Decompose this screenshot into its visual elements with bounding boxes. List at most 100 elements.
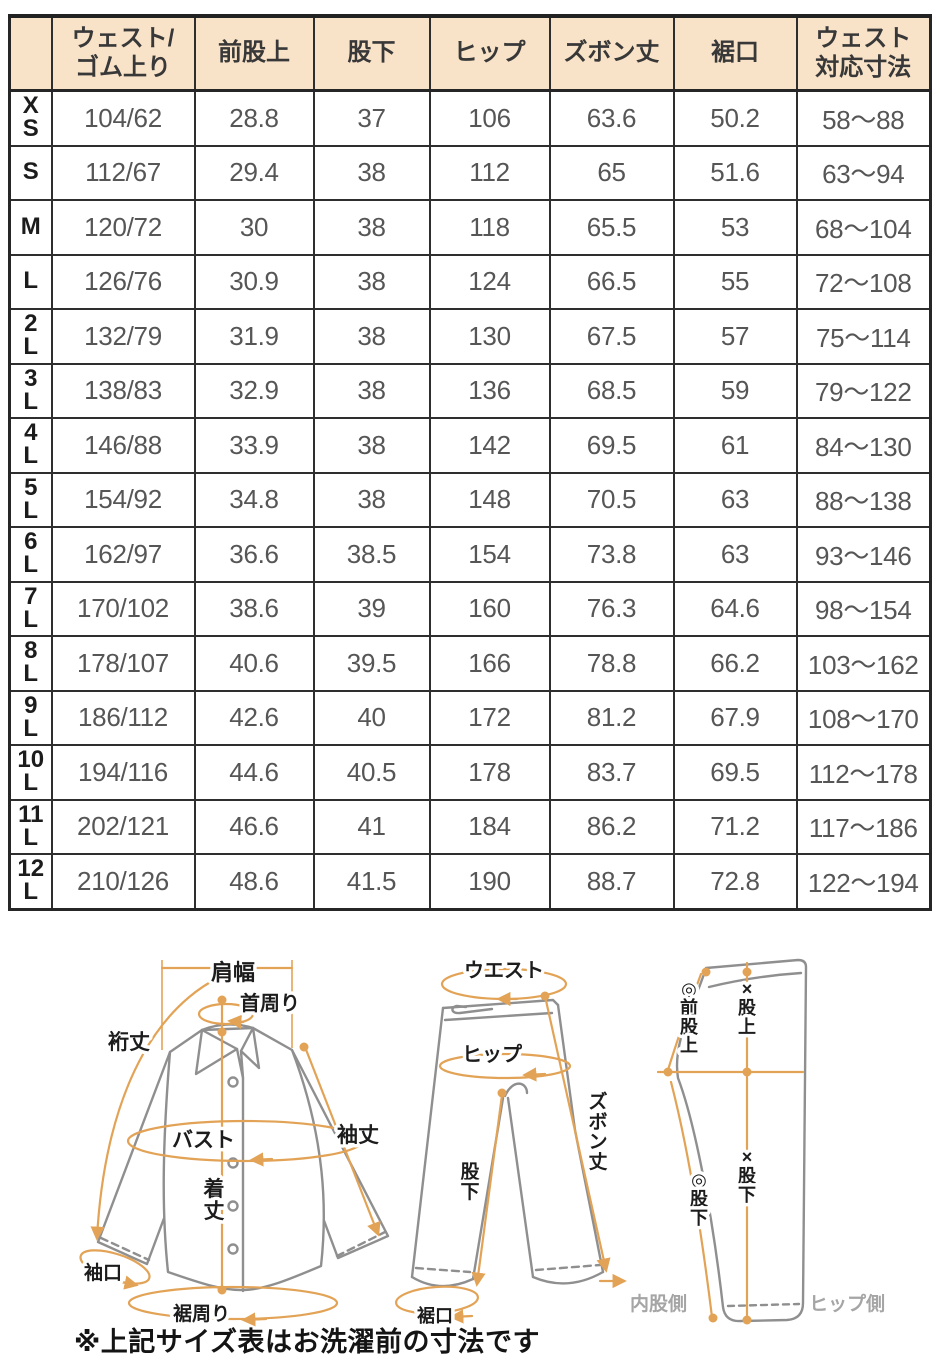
neck-around-label: 首周り bbox=[240, 991, 300, 1015]
pants-length-dot bbox=[540, 991, 550, 1001]
value-cell: 178 bbox=[428, 744, 551, 801]
value-cell: 41 bbox=[312, 798, 431, 855]
value-cell: 112 bbox=[428, 144, 551, 201]
value-cell: 202/121 bbox=[50, 798, 196, 855]
value-cell: 58～88 bbox=[795, 89, 932, 147]
size-table-header: ウェスト/ ゴム上り 前股上 股下 ヒップ ズボン丈 裾口 ウェスト 対応寸法 bbox=[8, 14, 932, 92]
value-cell: 194/116 bbox=[50, 744, 196, 801]
pants-left-outer bbox=[410, 1006, 445, 1279]
bust-arrow bbox=[249, 1152, 274, 1167]
shirt-button bbox=[227, 1200, 239, 1212]
pants-right-inner bbox=[506, 1096, 535, 1279]
shirt-button bbox=[227, 1243, 239, 1255]
table-row: 8 L 178/107 40.6 39.5 166 78.8 66.2 103～162 bbox=[8, 635, 932, 692]
value-cell: 38 bbox=[312, 253, 431, 310]
value-cell: 48.6 bbox=[193, 853, 315, 910]
value-cell: 29.4 bbox=[193, 144, 315, 201]
bust-ellipse bbox=[126, 1119, 364, 1163]
value-cell: 71.2 bbox=[672, 798, 798, 855]
pattern-dot bbox=[663, 1067, 673, 1077]
rise-label: ×股上 bbox=[737, 979, 757, 1037]
hip-label: ヒップ bbox=[462, 1043, 523, 1066]
value-cell: 38.6 bbox=[193, 580, 315, 637]
header-front-rise: 前股上 bbox=[193, 14, 315, 92]
size-label: 6 L bbox=[8, 526, 53, 583]
value-cell: 184 bbox=[428, 798, 551, 855]
value-cell: 69.5 bbox=[548, 417, 675, 474]
value-cell: 136 bbox=[428, 362, 551, 419]
value-cell: 30 bbox=[193, 199, 315, 256]
size-label: 8 L bbox=[8, 635, 53, 692]
value-cell: 170/102 bbox=[50, 580, 196, 637]
shirt-left-lapel bbox=[194, 1028, 239, 1076]
pattern-hem-dashed bbox=[726, 1302, 801, 1308]
pattern-outline bbox=[675, 958, 808, 1323]
shirt-right-cuff-dashed bbox=[335, 1230, 387, 1258]
value-cell: 148 bbox=[428, 471, 551, 528]
value-cell: 72.8 bbox=[672, 853, 798, 910]
value-cell: 55 bbox=[672, 253, 798, 310]
size-label: 2 L bbox=[8, 308, 53, 365]
value-cell: 66.5 bbox=[548, 253, 675, 310]
pants-crotch-hook bbox=[503, 1082, 529, 1098]
size-table-body: X S 104/62 28.8 37 106 63.6 50.2 58～88 S 112/67 29… bbox=[8, 89, 932, 910]
value-cell: 126/76 bbox=[50, 253, 196, 310]
value-cell: 33.9 bbox=[193, 417, 315, 474]
value-cell: 28.8 bbox=[193, 89, 315, 147]
value-cell: 72～108 bbox=[795, 253, 932, 310]
value-cell: 38 bbox=[312, 471, 431, 528]
value-cell: 73.8 bbox=[548, 526, 675, 583]
value-cell: 76.3 bbox=[548, 580, 675, 637]
value-cell: 38 bbox=[312, 144, 431, 201]
value-cell: 39.5 bbox=[312, 635, 431, 692]
sleeve-from-center-curve bbox=[90, 964, 252, 1241]
shoulder-width-label: 肩幅 bbox=[211, 960, 255, 985]
hem-center-dot bbox=[217, 1285, 227, 1295]
value-cell: 172 bbox=[428, 689, 551, 746]
pre-wash-note: ※上記サイズ表はお洗濯前の寸法です bbox=[74, 1327, 540, 1357]
collar-dot bbox=[217, 1027, 227, 1037]
value-cell: 69.5 bbox=[672, 744, 798, 801]
size-label: X S bbox=[8, 89, 53, 147]
pattern-dot bbox=[708, 1313, 718, 1323]
pattern-dot bbox=[701, 967, 711, 977]
inner-side-label: 内股側 bbox=[630, 1292, 687, 1315]
size-label: M bbox=[8, 199, 53, 256]
size-table: ウェスト/ ゴム上り 前股上 股下 ヒップ ズボン丈 裾口 ウェスト 対応寸法 … bbox=[8, 14, 932, 911]
value-cell: 34.8 bbox=[193, 471, 315, 528]
table-row: L 126/76 30.9 38 124 66.5 55 72～108 bbox=[8, 253, 932, 310]
pattern-dot bbox=[742, 967, 752, 977]
value-cell: 124 bbox=[428, 253, 551, 310]
value-cell: 162/97 bbox=[50, 526, 196, 583]
header-hip: ヒップ bbox=[428, 14, 551, 92]
table-row: 2 L 132/79 31.9 38 130 67.5 57 75～114 bbox=[8, 308, 932, 365]
value-cell: 84～130 bbox=[795, 417, 932, 474]
value-cell: 64.6 bbox=[672, 580, 798, 637]
neck-around-arrow bbox=[227, 1014, 245, 1030]
table-row: 9 L 186/112 42.6 40 172 81.2 67.9 108～170 bbox=[8, 689, 932, 746]
value-cell: 66.2 bbox=[672, 635, 798, 692]
value-cell: 86.2 bbox=[548, 798, 675, 855]
hem-around-arrow bbox=[241, 1312, 268, 1327]
front-rise-curve bbox=[666, 972, 703, 1072]
value-cell: 112/67 bbox=[50, 144, 196, 201]
hip-arrow bbox=[522, 1067, 547, 1082]
bust-label: バスト bbox=[172, 1129, 235, 1152]
value-cell: 31.9 bbox=[193, 308, 315, 365]
value-cell: 142 bbox=[428, 417, 551, 474]
value-cell: 98～154 bbox=[795, 580, 932, 637]
value-cell: 65 bbox=[548, 144, 675, 201]
shirt-diagram: 肩幅 首周り 裄丈 バスト 袖丈 着丈 袖口 裾周り bbox=[79, 957, 390, 1329]
header-row: ウェスト/ ゴム上り 前股上 股下 ヒップ ズボン丈 裾口 ウェスト 対応寸法 bbox=[8, 14, 932, 92]
value-cell: 190 bbox=[428, 853, 551, 910]
size-label: 3 L bbox=[8, 362, 53, 419]
table-row: 7 L 170/102 38.6 39 160 76.3 64.6 98～154 bbox=[8, 580, 932, 637]
hip-side-label: ヒップ側 bbox=[809, 1292, 885, 1315]
value-cell: 81.2 bbox=[548, 689, 675, 746]
shoulder-dot bbox=[299, 1042, 309, 1052]
value-cell: 70.5 bbox=[548, 471, 675, 528]
value-cell: 178/107 bbox=[50, 635, 196, 692]
value-cell: 57 bbox=[672, 308, 798, 365]
value-cell: 68～104 bbox=[795, 199, 932, 256]
header-waist-range: ウェスト 対応寸法 bbox=[795, 14, 932, 92]
